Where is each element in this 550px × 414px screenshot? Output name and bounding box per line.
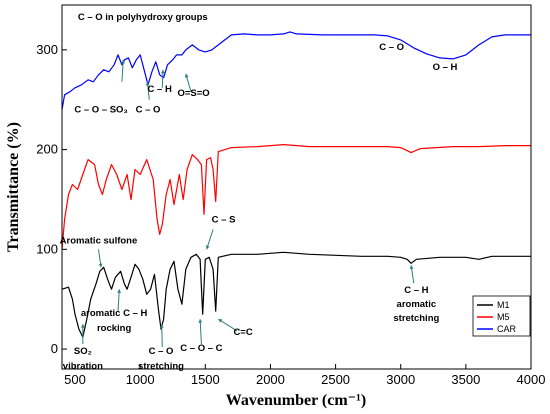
- annotation-arrowhead: [121, 59, 125, 64]
- annotation-arrowhead: [160, 69, 165, 74]
- legend-label-m5: M5: [497, 312, 510, 322]
- annotation-arrow: [121, 59, 124, 82]
- annotation-arrowhead: [218, 319, 223, 323]
- y-tick-label: 100: [36, 241, 58, 256]
- legend: M1 M5 CAR: [472, 295, 531, 337]
- annotation-label: C – S: [212, 214, 236, 225]
- annotation-arrow: [218, 318, 238, 332]
- x-tick-label: 2000: [256, 372, 285, 387]
- x-tick-label: 1000: [126, 372, 155, 387]
- annotation-label: C – H: [148, 84, 172, 95]
- x-tick-label: 2500: [321, 372, 350, 387]
- x-tick-label: 3000: [386, 372, 415, 387]
- annotation-arrow: [117, 289, 120, 312]
- annotation-arrowhead: [205, 245, 210, 250]
- annotation-label: SO₂: [74, 346, 92, 357]
- plot-frame: [61, 4, 532, 370]
- y-tick-label: 200: [36, 142, 58, 157]
- annotation-label: C – O – SO₃: [74, 105, 128, 116]
- annotation-arrowhead: [98, 263, 103, 268]
- annotation-arrow: [161, 324, 163, 348]
- annotation-arrowhead: [184, 73, 189, 78]
- annotation-arrowhead: [198, 319, 203, 323]
- annotation-label: C – O in polyhydroxy groups: [78, 12, 208, 23]
- annotation-label: aromatic C – H: [81, 308, 148, 319]
- y-tick-label: 300: [36, 42, 58, 57]
- series-line-car: [61, 31, 531, 110]
- annotation-label: C – H: [404, 285, 428, 296]
- series-line-m5: [61, 144, 531, 250]
- y-axis-title: Transmittance (%): [5, 122, 22, 252]
- annotation-arrowhead: [117, 289, 122, 293]
- annotation-arrow: [199, 319, 202, 345]
- annotation-label: C=C: [233, 327, 252, 338]
- annotation-label: aromatic: [397, 299, 437, 310]
- y-axis-ticks: 0 100 200 300: [36, 42, 67, 356]
- annotation-label: stretching: [393, 313, 439, 324]
- x-tick-label: 3500: [451, 372, 480, 387]
- annotation-label: O=S=O: [177, 88, 209, 99]
- annotation-label: rocking: [97, 323, 132, 334]
- series-layer: [61, 31, 531, 338]
- annotation-label: vibration: [63, 361, 103, 372]
- y-tick-label: 0: [51, 341, 58, 356]
- annotation-label: C – O: [136, 105, 161, 116]
- legend-label-m1: M1: [497, 300, 510, 310]
- legend-label-car: CAR: [497, 324, 517, 334]
- x-axis-title: Wavenumber (cm⁻¹): [226, 392, 366, 409]
- annotation-label: C – O – C: [180, 343, 222, 354]
- annotation-label: O – H: [433, 62, 458, 73]
- annotation-arrowhead: [80, 324, 85, 328]
- annotation-arrowhead: [159, 324, 164, 328]
- annotation-label: C – O: [379, 42, 404, 53]
- annotation-label: Aromatic sulfone: [60, 235, 138, 246]
- x-axis-ticks: 500 1000 1500 2000 2500 3000 3500 4000: [64, 364, 545, 387]
- annotation-label: C – O: [149, 346, 174, 357]
- x-tick-label: 4000: [517, 372, 546, 387]
- annotation-arrows: [80, 59, 415, 348]
- x-tick-label: 500: [64, 372, 86, 387]
- annotation-arrowhead: [145, 81, 150, 86]
- annotation-arrowhead: [409, 265, 414, 270]
- annotation-label: stretching: [138, 361, 184, 372]
- series-line-m1: [61, 251, 531, 338]
- annotation-layer: C – O in polyhydroxy groups C – O – SO₃ C …: [60, 12, 458, 372]
- x-tick-label: 1500: [191, 372, 220, 387]
